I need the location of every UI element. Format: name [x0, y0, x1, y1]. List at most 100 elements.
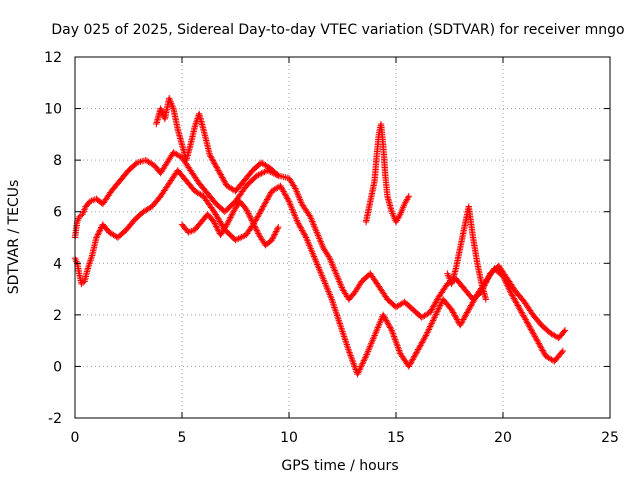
data-point-interp — [245, 211, 253, 219]
data-point-interp — [314, 232, 322, 239]
data-point — [302, 234, 310, 241]
data-point-interp — [509, 293, 517, 301]
data-point-interp — [541, 350, 548, 357]
data-point-interp — [264, 196, 271, 203]
data-point-interp — [214, 165, 221, 173]
data-point-interp — [286, 199, 293, 207]
data-point-interp — [322, 281, 330, 289]
x-tick-labels: 0 5 10 15 20 25 — [71, 430, 619, 446]
data-point-interp — [312, 258, 320, 265]
data-point-interp — [318, 272, 326, 279]
data-point-interp — [339, 330, 347, 337]
data-point-interp — [338, 284, 346, 291]
data-point-interp — [278, 184, 285, 191]
data-point-interp — [336, 320, 344, 327]
data-point-interp — [467, 302, 475, 309]
data-point-interp — [558, 349, 566, 356]
data-point-interp — [335, 317, 342, 324]
data-point-interp — [259, 204, 266, 212]
data-point — [86, 198, 94, 205]
data-point-interp — [380, 313, 388, 320]
data-point — [328, 296, 335, 303]
data-point-interp — [248, 217, 256, 224]
data-point-interp — [325, 288, 332, 295]
data-point-interp — [520, 313, 528, 320]
data-point-interp — [458, 319, 465, 326]
y-tick-labels: -2 0 2 4 6 8 10 12 — [44, 50, 62, 427]
x-tick-label: 10 — [280, 430, 298, 446]
data-point-interp — [295, 193, 302, 200]
data-point-interp — [357, 364, 364, 372]
data-point — [354, 370, 361, 378]
data-point-interp — [394, 344, 402, 351]
data-point-interp — [505, 285, 512, 292]
data-point-interp — [427, 321, 435, 329]
data-point-interp — [245, 210, 252, 217]
data-point-interp — [406, 361, 413, 369]
data-point-interp — [391, 336, 399, 343]
data-point-interp — [471, 296, 478, 304]
x-axis-label: GPS time / hours — [281, 458, 398, 474]
data-point-interp — [293, 215, 300, 223]
data-point — [427, 309, 434, 316]
data-point — [414, 347, 421, 355]
data-point-interp — [427, 307, 435, 315]
data-point-interp — [210, 158, 217, 166]
data-point-interp — [299, 228, 307, 236]
data-point — [561, 327, 569, 334]
data-point-interp — [291, 183, 298, 191]
data-point-interp — [93, 232, 101, 240]
data-point-interp — [308, 216, 315, 224]
data-point — [185, 229, 192, 236]
data-point-interp — [339, 328, 346, 335]
data-point-interp — [262, 199, 269, 206]
data-point — [311, 254, 318, 262]
data-point-interp — [298, 225, 305, 233]
data-point-interp — [282, 192, 290, 199]
data-point-interp — [229, 209, 236, 217]
data-point-interp — [281, 191, 289, 198]
data-point-interp — [393, 339, 400, 346]
data-point-interp — [259, 169, 267, 176]
data-point-interp — [273, 226, 281, 234]
data-point-interp — [320, 277, 328, 284]
data-point-interp — [386, 322, 393, 330]
data-point — [388, 327, 395, 334]
data-point — [431, 314, 438, 321]
data-point-interp — [325, 253, 332, 260]
data-point-interp — [283, 193, 290, 201]
data-point-interp — [96, 227, 104, 234]
data-point-interp — [421, 335, 428, 342]
data-point-interp — [278, 185, 286, 192]
data-point-interp — [433, 297, 440, 305]
data-point-interp — [387, 325, 395, 333]
data-point-interp — [279, 186, 286, 194]
data-point-interp — [389, 330, 397, 337]
data-point-interp — [526, 323, 533, 330]
data-point-interp — [452, 313, 459, 320]
data-point-interp — [470, 298, 477, 305]
data-point-interp — [409, 356, 416, 363]
data-point-interp — [295, 221, 303, 229]
data-point-interp — [372, 330, 379, 338]
data-point-interp — [309, 218, 316, 225]
data-point-interp — [212, 221, 219, 229]
data-point-interp — [366, 344, 373, 352]
data-point-interp — [449, 307, 456, 315]
data-point-interp — [292, 186, 300, 194]
data-point-interp — [228, 211, 236, 218]
data-point-interp — [212, 163, 220, 170]
data-point-interp — [337, 281, 344, 288]
data-point-interp — [297, 199, 305, 206]
data-point-interp — [239, 233, 247, 240]
data-point-interp — [519, 310, 526, 318]
data-point-interp — [527, 326, 535, 333]
data-point-interp — [251, 223, 258, 230]
data-point-interp — [247, 215, 255, 223]
data-point-interp — [319, 273, 326, 281]
data-point-interp — [81, 206, 88, 213]
data-point-interp — [233, 236, 241, 243]
data-point-interp — [88, 197, 95, 204]
data-point-interp — [188, 227, 195, 235]
data-point-interp — [395, 345, 402, 353]
